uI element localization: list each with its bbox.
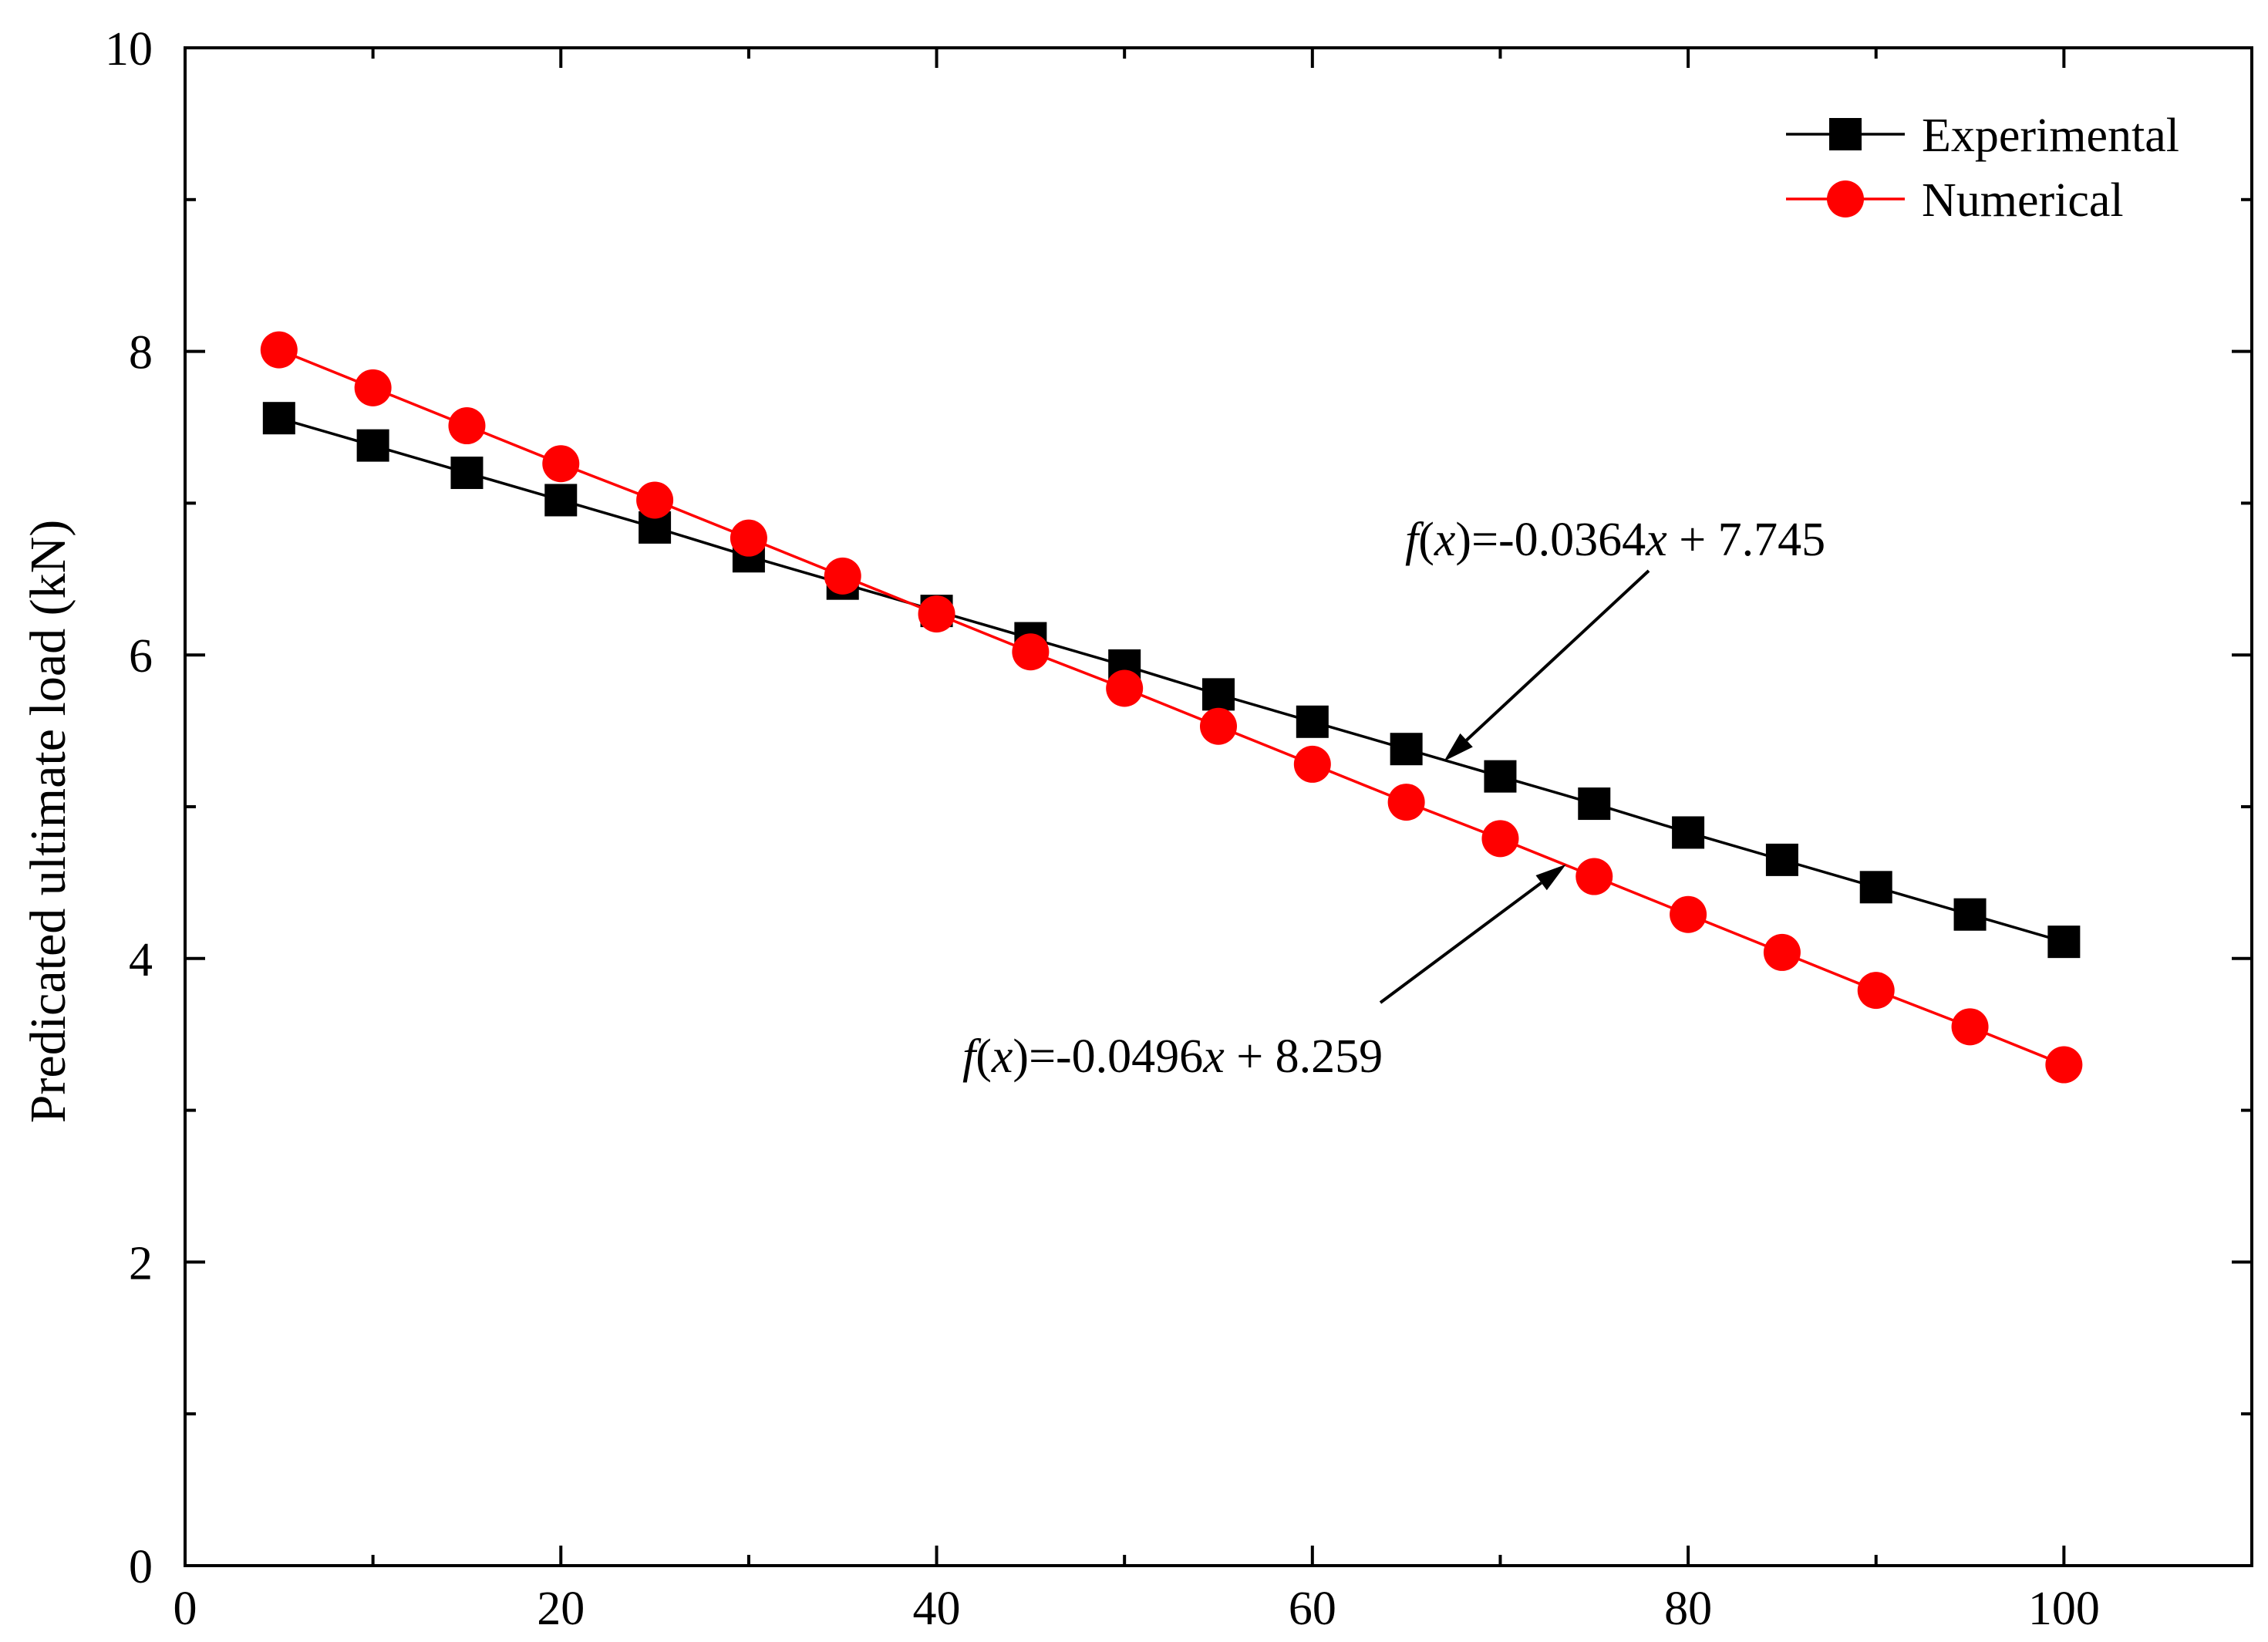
data-point-numerical (1012, 633, 1050, 671)
x-tick-label: 0 (174, 1583, 197, 1635)
data-point-numerical (542, 445, 580, 483)
data-point-numerical (636, 481, 674, 519)
equation-label-numerical: f(x)=-0.0496x + 8.259 (962, 1030, 1383, 1083)
y-tick-label: 2 (129, 1237, 153, 1290)
data-point-numerical (1763, 933, 1801, 971)
annotations-layer: f(x)=-0.0364x + 7.745 f(x)=-0.0496x + 8.2… (962, 514, 1825, 1083)
data-point-experimental (1296, 705, 1329, 738)
y-axis-title: Predicated ultimate load (kN) (20, 520, 76, 1124)
data-point-experimental (450, 457, 484, 490)
data-point-numerical (448, 407, 486, 445)
data-point-numerical (1951, 1008, 1989, 1046)
legend-label: Experimental (1922, 110, 2179, 162)
arrow-shaft (1379, 882, 1542, 1004)
data-point-numerical (1481, 820, 1519, 858)
plot-frame (184, 46, 2253, 1567)
legend-item-numerical: Numerical (1786, 174, 2124, 227)
data-point-experimental (544, 484, 578, 517)
arrow-shaft (1465, 569, 1650, 742)
legend: Experimental Numerical (1786, 110, 2179, 227)
data-point-experimental (262, 402, 295, 435)
data-point-numerical (1387, 784, 1425, 821)
data-point-numerical (1857, 972, 1895, 1010)
data-point-numerical (730, 519, 767, 557)
x-tick-label: 20 (537, 1583, 585, 1635)
legend-item-experimental: Experimental (1786, 110, 2179, 162)
x-tick-label: 40 (913, 1583, 961, 1635)
data-point-experimental (1390, 733, 1423, 766)
data-point-numerical (354, 369, 392, 406)
data-point-numerical (1200, 707, 1237, 745)
data-point-experimental (2047, 926, 2081, 959)
series-layer (260, 331, 2083, 1084)
data-point-numerical (824, 557, 861, 595)
x-tick-label: 100 (2028, 1583, 2100, 1635)
data-point-experimental (1672, 816, 1705, 849)
data-point-numerical (1293, 745, 1331, 783)
data-point-numerical (260, 331, 298, 369)
data-point-numerical (918, 595, 955, 633)
arrow-numerical (1379, 864, 1566, 1004)
arrow-head (1535, 864, 1566, 891)
data-point-experimental (1859, 871, 1892, 904)
annotation-exp-eq: f(x)=-0.0364x + 7.745 (1405, 514, 1825, 761)
data-point-experimental (1953, 898, 1987, 931)
y-tick-label: 8 (129, 327, 153, 379)
arrow-head (1444, 733, 1473, 761)
series-numerical (260, 331, 2083, 1084)
x-tick-label: 80 (1664, 1583, 1712, 1635)
data-point-experimental (1484, 760, 1517, 793)
y-tick-label: 0 (129, 1541, 153, 1593)
series-experimental (262, 402, 2081, 959)
data-point-numerical (1106, 669, 1144, 707)
legend-marker (1829, 118, 1862, 150)
annotation-num-eq: f(x)=-0.0496x + 8.259 (962, 864, 1566, 1083)
data-point-numerical (1670, 895, 1707, 933)
data-point-experimental (1765, 843, 1798, 876)
legend-marker (1827, 180, 1864, 217)
y-tick-label: 4 (129, 934, 153, 986)
data-point-numerical (2045, 1046, 2083, 1084)
axes-layer: 0 20 40 60 80 100 0 2 4 6 8 10 (105, 23, 2253, 1635)
data-point-experimental (1202, 678, 1235, 711)
equation-label-experimental: f(x)=-0.0364x + 7.745 (1405, 514, 1825, 566)
legend-label: Numerical (1922, 174, 2124, 227)
y-tick-label: 6 (129, 630, 153, 683)
data-point-numerical (1575, 858, 1613, 895)
arrow-experimental (1444, 569, 1650, 761)
data-point-experimental (356, 429, 389, 462)
y-tick-label: 10 (105, 23, 153, 76)
x-tick-label: 60 (1289, 1583, 1336, 1635)
data-point-experimental (1578, 787, 1611, 821)
